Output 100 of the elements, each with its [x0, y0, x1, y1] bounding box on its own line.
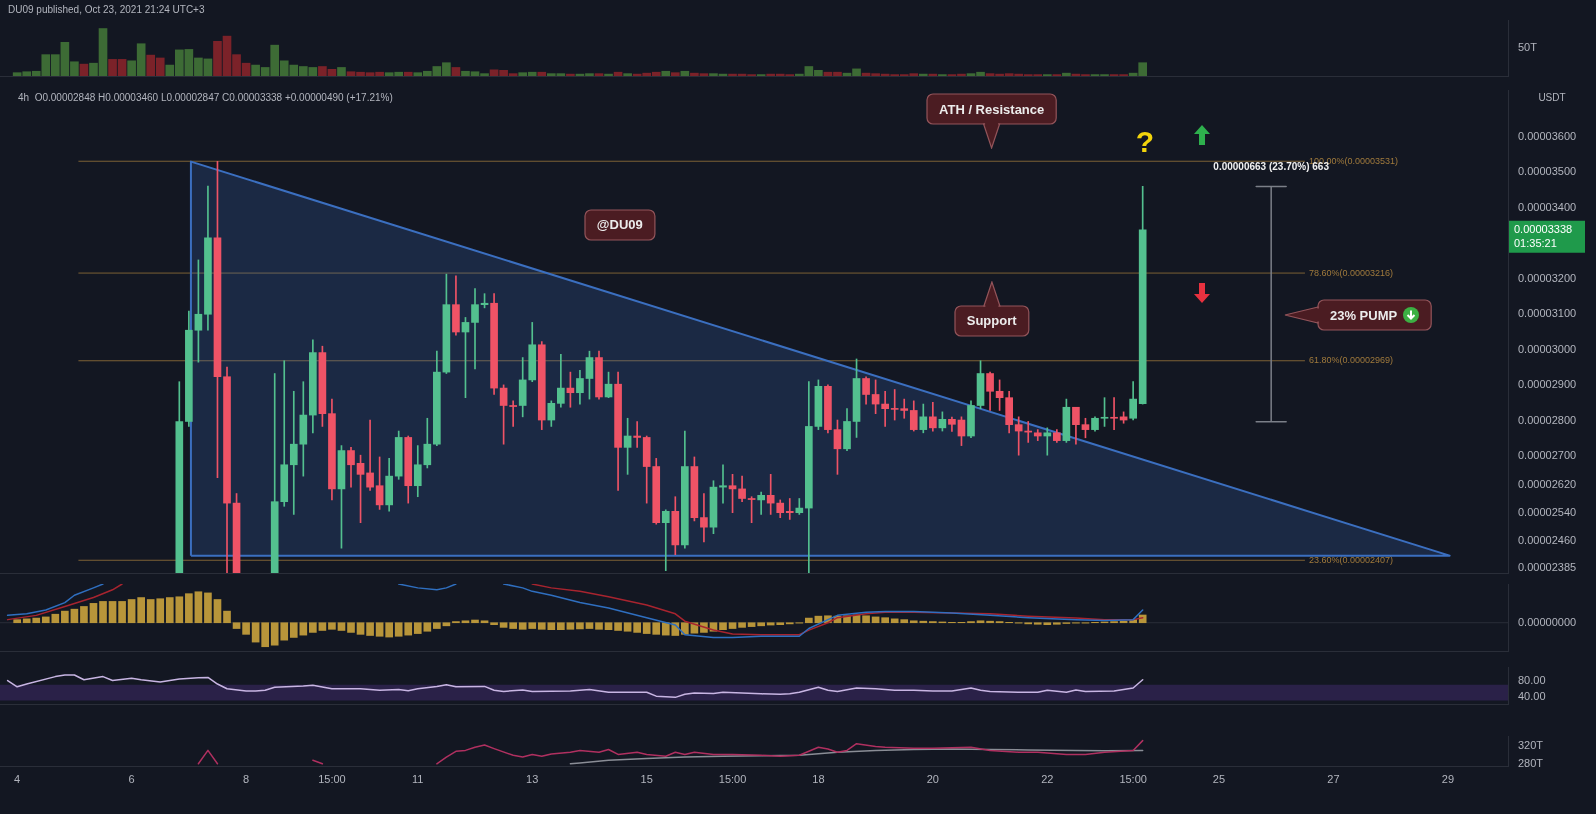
bar: [670, 72, 680, 76]
bar: [356, 622, 365, 635]
y-tick-label: 0.00002800: [1518, 413, 1577, 426]
bar: [862, 615, 870, 624]
candlestick: [881, 390, 889, 427]
bar: [403, 71, 413, 76]
candlestick: [633, 421, 641, 448]
bar: [1138, 614, 1147, 624]
bar: [318, 622, 327, 631]
bar: [461, 620, 470, 624]
y-tick-label: 0.00002540: [1518, 506, 1577, 519]
y-tick-label: 0.00002385: [1518, 561, 1577, 574]
bar: [480, 620, 489, 624]
y-tick-label: 0.00003000: [1518, 342, 1577, 355]
bar: [728, 622, 737, 629]
y-axis-title: USDT: [1538, 92, 1566, 104]
bar: [261, 622, 269, 648]
text: 50T: [1518, 41, 1538, 54]
chart-title: DU09 published, Oct 23, 2021 21:24 UTC+3: [8, 3, 205, 15]
y-tick-label: 0.00003500: [1518, 165, 1577, 178]
bar: [738, 622, 746, 628]
candlestick: [700, 493, 708, 543]
annotation: Support: [966, 313, 1018, 329]
ref-line-label: 23.60%(0.00002407): [1308, 554, 1394, 565]
x-tick-label: 4: [14, 772, 21, 785]
y-tick-label: 0.00003100: [1518, 307, 1577, 320]
candlestick: [757, 491, 765, 515]
bar: [557, 622, 565, 631]
bar: [471, 619, 479, 624]
bar: [604, 622, 613, 631]
annotation: @DU09: [596, 217, 643, 233]
bar: [661, 70, 671, 76]
chart-subtitle: 4h O0.00002848 H0.00003460 L0.00002847 C0.00003338 +0.00000490 (+17.21%): [18, 92, 393, 104]
bar: [976, 620, 985, 624]
bar: [595, 622, 603, 630]
bar: [61, 610, 69, 624]
candlestick: [766, 474, 775, 515]
bar: [986, 620, 994, 624]
bar: [337, 67, 346, 76]
bar: [594, 73, 604, 76]
y-tick-label: 280T: [1518, 756, 1544, 769]
bar: [499, 622, 508, 628]
candlestick: [366, 419, 374, 491]
bar: [137, 597, 145, 624]
bar: [451, 67, 461, 76]
bar: [337, 622, 346, 631]
y-tick-label: 80.00: [1518, 673, 1546, 686]
ref-line-label: 0.00000000: [1518, 615, 1577, 628]
y-tick-label: 0.00003600: [1518, 129, 1577, 142]
ref-line-label: 78.60%(0.00003216): [1308, 267, 1394, 278]
candlestick: [1043, 427, 1052, 456]
annotation: ATH / Resistance: [939, 101, 1045, 117]
text: 0.00003338 01:35:21: [1514, 222, 1573, 249]
bar: [127, 599, 136, 624]
bar: [213, 599, 222, 624]
bar: [719, 622, 727, 631]
bar: [680, 70, 690, 76]
ref-line-label: 61.80%(0.00002969): [1308, 355, 1394, 366]
annotation: 23% PUMP: [1329, 307, 1398, 323]
bar: [13, 619, 21, 624]
bar: [347, 622, 355, 633]
bar: [251, 622, 260, 643]
bar: [881, 617, 889, 624]
y-tick-label: 0.00002900: [1518, 378, 1577, 391]
bar: [623, 73, 632, 76]
candlestick: [785, 498, 794, 520]
bar: [242, 622, 250, 635]
x-tick-label: 11: [412, 772, 424, 785]
bar: [433, 622, 441, 629]
bar: [328, 622, 336, 630]
bar: [566, 73, 575, 76]
bar: [194, 591, 203, 624]
annotation: ?: [1135, 124, 1155, 158]
bar: [566, 622, 575, 630]
bar: [805, 617, 813, 624]
candlestick: [661, 509, 670, 571]
y-tick-label: 0.00003400: [1518, 200, 1577, 213]
x-tick-label: 13: [526, 772, 539, 785]
bar: [185, 593, 193, 624]
candlestick: [1110, 397, 1118, 430]
candlestick: [719, 464, 727, 504]
bar: [70, 608, 79, 624]
bar: [576, 622, 584, 630]
x-tick-label: 20: [926, 772, 939, 785]
x-tick-label: 15:00: [718, 772, 747, 785]
y-tick-label: 40.00: [1518, 689, 1546, 702]
bar: [1062, 72, 1071, 76]
bar: [537, 71, 547, 76]
bar: [79, 63, 89, 76]
y-tick-label: 0.00002620: [1518, 477, 1577, 490]
x-tick-label: 25: [1212, 772, 1226, 785]
bar: [1053, 622, 1061, 625]
x-tick-label: 15: [640, 772, 653, 785]
y-tick-label: 0.00003200: [1518, 271, 1577, 284]
bar: [509, 622, 517, 629]
bar: [375, 622, 384, 637]
bar: [633, 622, 641, 633]
x-tick-label: 8: [243, 772, 250, 785]
bar: [490, 622, 498, 625]
bar: [232, 622, 241, 629]
